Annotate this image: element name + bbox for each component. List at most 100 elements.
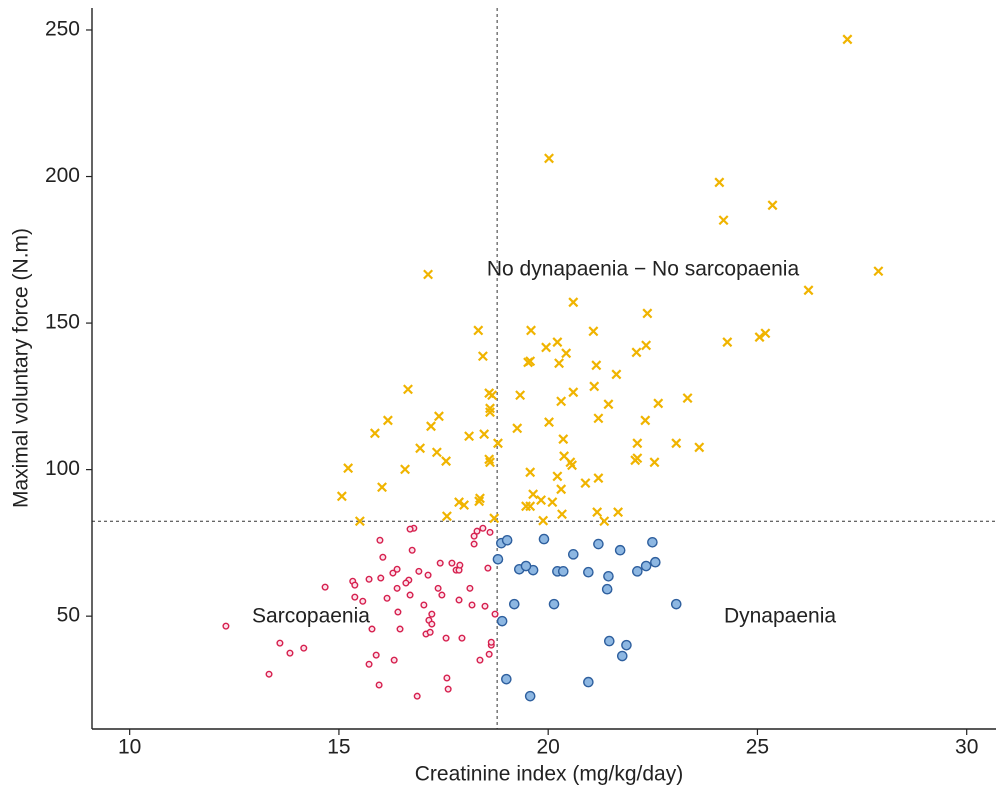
point-circle (265, 670, 273, 678)
point-circle (640, 560, 652, 572)
point-cross (640, 415, 651, 426)
point-cross (556, 396, 567, 407)
point-circle (408, 546, 416, 554)
point-cross (760, 328, 771, 339)
point-cross (538, 515, 549, 526)
point-cross (613, 507, 624, 518)
y-tick-label: 100 (45, 457, 80, 480)
point-circle (222, 622, 230, 630)
point-cross (343, 463, 354, 474)
point-cross (525, 501, 536, 512)
point-cross (474, 496, 485, 507)
x-tick-label: 10 (118, 736, 141, 759)
point-circle (383, 594, 391, 602)
point-cross (642, 308, 653, 319)
point-cross (525, 467, 536, 478)
point-circle (520, 560, 532, 572)
y-tick-label: 50 (57, 604, 80, 627)
point-cross (873, 266, 884, 277)
point-cross (489, 513, 500, 524)
point-cross (528, 489, 539, 500)
point-cross (547, 497, 558, 508)
point-cross (558, 434, 569, 445)
point-cross (484, 388, 495, 399)
point-cross (591, 360, 602, 371)
point-cross (694, 442, 705, 453)
point-circle (375, 681, 383, 689)
point-cross (568, 387, 579, 398)
point-cross (653, 398, 664, 409)
point-circle (436, 559, 444, 567)
point-cross (485, 403, 495, 414)
point-cross (632, 453, 643, 464)
point-cross (714, 177, 725, 188)
point-circle (444, 685, 452, 693)
point-circle (406, 525, 414, 533)
point-cross (589, 381, 600, 392)
point-cross (479, 429, 490, 440)
point-cross (403, 384, 413, 395)
point-cross (556, 484, 567, 495)
point-cross (473, 325, 484, 336)
x-tick-label: 15 (327, 736, 350, 759)
point-cross (474, 493, 485, 504)
point-circle (415, 567, 423, 575)
point-cross (722, 337, 733, 348)
point-circle (670, 598, 682, 610)
point-cross (477, 351, 488, 362)
x-tick-label: 20 (537, 736, 560, 759)
point-cross (415, 443, 426, 454)
point-circle (351, 581, 359, 589)
point-cross (557, 509, 567, 520)
point-circle (376, 536, 384, 544)
x-tick-label: 30 (955, 736, 978, 759)
point-circle (365, 575, 373, 583)
point-cross (525, 356, 536, 367)
point-circle (501, 534, 513, 546)
point-circle (396, 625, 404, 633)
point-cross (441, 456, 452, 467)
point-cross (544, 417, 554, 428)
point-cross (593, 473, 604, 484)
point-circle (603, 571, 614, 582)
point-circle (379, 553, 387, 561)
point-circle (621, 639, 632, 651)
point-circle (413, 692, 421, 700)
point-circle (455, 596, 463, 604)
point-cross (454, 497, 465, 508)
point-circle (485, 650, 493, 658)
point-circle (583, 566, 594, 578)
point-circle (428, 620, 436, 628)
point-circle (632, 566, 643, 577)
point-circle (276, 639, 284, 647)
point-circle (614, 544, 626, 556)
point-cross (599, 516, 610, 527)
point-cross (552, 471, 563, 482)
point-cross (426, 421, 436, 432)
point-cross (588, 326, 599, 337)
point-circle (286, 649, 294, 657)
point-cross (632, 438, 643, 449)
x-axis-title: Creatinine index (mg/kg/day) (415, 763, 683, 786)
point-circle (458, 634, 466, 642)
y-axis-title: Maximal voluntary force (N.m) (10, 228, 33, 508)
point-cross (567, 460, 578, 471)
point-cross (423, 269, 434, 280)
point-cross (671, 438, 682, 449)
point-circle (426, 628, 434, 636)
point-cross (767, 200, 778, 211)
point-cross (631, 347, 642, 358)
point-circle (406, 591, 414, 599)
point-circle (473, 527, 481, 535)
point-cross (580, 478, 591, 489)
point-circle (390, 656, 398, 664)
annotation: Dynapaenia (724, 605, 836, 628)
x-tick-label: 25 (746, 736, 769, 759)
point-circle (389, 569, 397, 577)
point-circle (442, 634, 450, 642)
point-circle (548, 598, 560, 610)
point-cross (603, 399, 614, 410)
point-circle (443, 674, 451, 682)
